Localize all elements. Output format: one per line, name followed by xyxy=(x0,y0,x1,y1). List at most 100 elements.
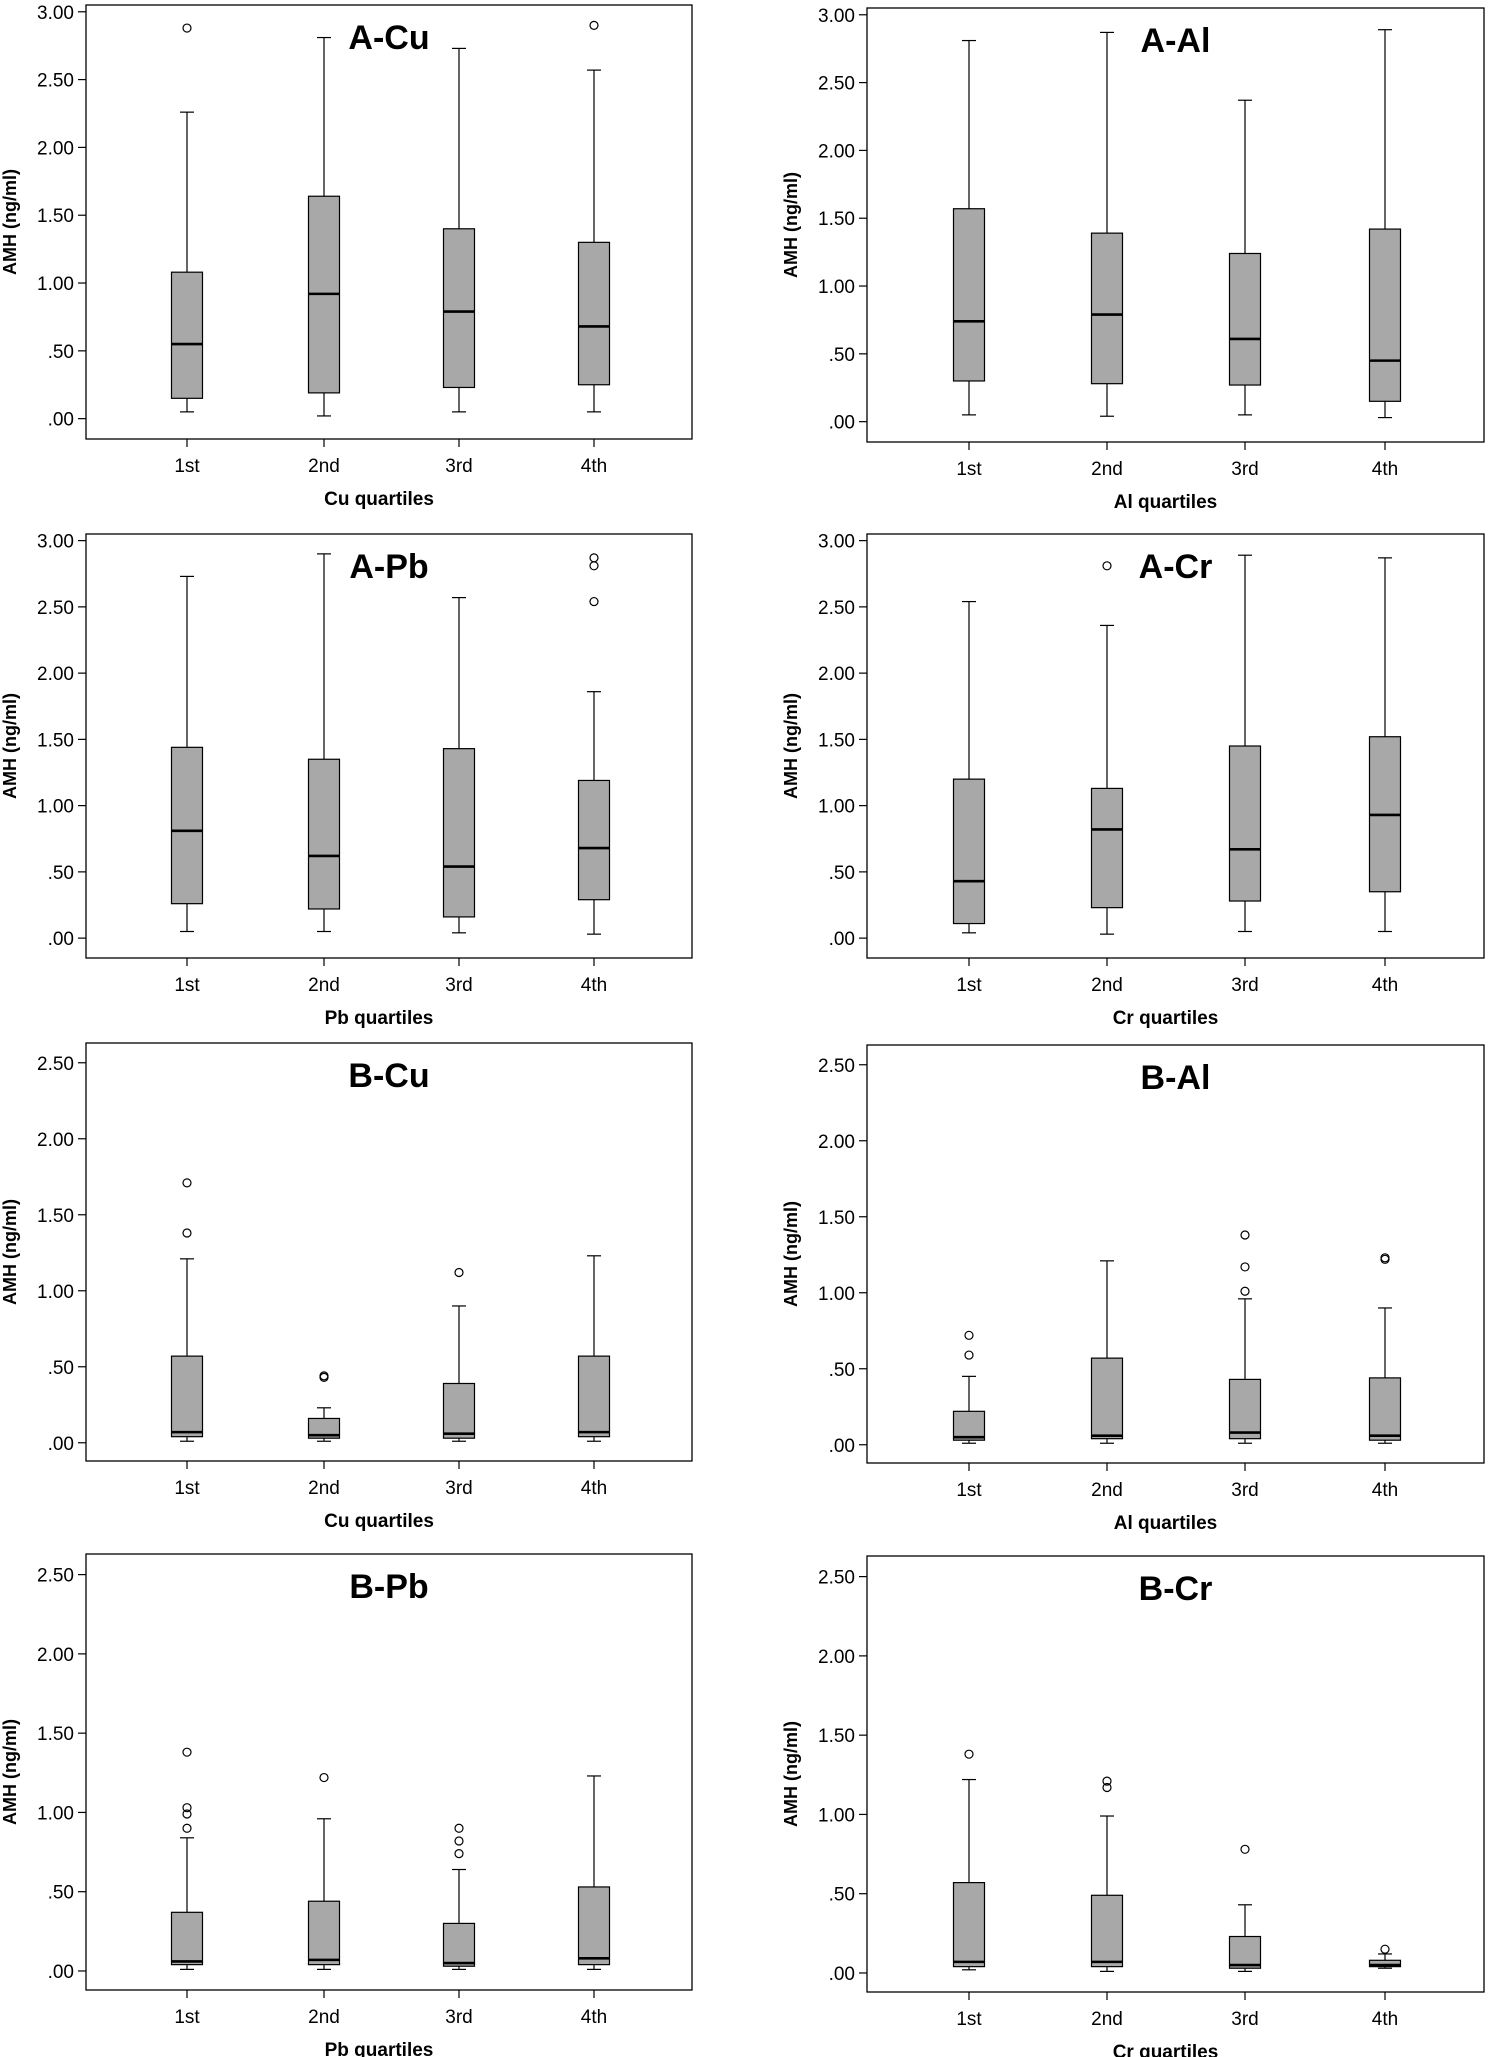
y-axis-label: AMH (ng/ml) xyxy=(781,693,801,799)
y-tick-label: .50 xyxy=(48,342,74,363)
box-4th xyxy=(1368,1944,1402,1969)
chart-title: A-Al xyxy=(1141,22,1211,60)
iqr-box xyxy=(952,778,986,925)
y-tick-label: 3.00 xyxy=(818,6,855,27)
box-4th xyxy=(577,1775,611,1970)
y-tick-label: 3.00 xyxy=(818,532,855,553)
y-tick-label: 1.00 xyxy=(37,1282,74,1303)
x-tick-label: 1st xyxy=(956,975,982,996)
box-1st xyxy=(170,1747,204,1970)
iqr-box xyxy=(170,1911,204,1966)
box-1st xyxy=(952,39,986,416)
y-tick-label: 2.00 xyxy=(818,664,855,685)
y-tick-label: 2.00 xyxy=(818,1647,855,1668)
outlier-point xyxy=(1380,1944,1390,1954)
box-3rd xyxy=(442,47,476,413)
x-tick-label: 3rd xyxy=(1231,2009,1258,2030)
iqr-box xyxy=(170,1355,204,1438)
box-3rd xyxy=(1228,554,1262,933)
outlier-point xyxy=(182,1809,192,1819)
chart-panel-b-al: .00 .50 1.00 1.50 2.00 2.50 AMH (ng/ml) B-Al 1st… xyxy=(781,1044,1485,1534)
x-tick-label: 3rd xyxy=(445,456,472,477)
x-axis-label: Cr quartiles xyxy=(1113,2042,1219,2057)
x-tick-label: 2nd xyxy=(1091,1480,1123,1501)
plot-frame xyxy=(85,4,693,440)
chart-title: A-Cu xyxy=(348,19,429,57)
iqr-box xyxy=(1228,252,1262,386)
chart-panel-a-cu: .00 .50 1.00 1.50 2.00 2.50 3.00 AMH (ng/ml) A-C… xyxy=(0,3,693,510)
outlier-point xyxy=(1102,1776,1112,1786)
outlier-point xyxy=(964,1330,974,1340)
y-tick-label: .00 xyxy=(48,929,74,950)
x-tick-label: 4th xyxy=(1372,975,1398,996)
x-tick-label: 4th xyxy=(581,975,607,996)
x-tick-label: 3rd xyxy=(1231,975,1258,996)
y-tick-label: 1.00 xyxy=(37,797,74,818)
y-tick-label: .00 xyxy=(829,1964,855,1985)
y-tick-label: 1.00 xyxy=(818,277,855,298)
y-tick-label: .00 xyxy=(48,1962,74,1983)
plot-frame xyxy=(866,7,1485,443)
y-tick-label: 2.50 xyxy=(818,598,855,619)
box-4th xyxy=(1368,1253,1402,1444)
y-tick-label: 2.00 xyxy=(37,664,74,685)
iqr-box xyxy=(1090,232,1124,385)
iqr-box xyxy=(952,208,986,382)
box-1st xyxy=(170,1178,204,1442)
outlier-point xyxy=(964,1350,974,1360)
chart-title: B-Cu xyxy=(348,1057,429,1095)
box-3rd xyxy=(442,1823,476,1970)
box-2nd xyxy=(1090,561,1124,935)
x-tick-label: 3rd xyxy=(445,975,472,996)
y-tick-label: .50 xyxy=(48,863,74,884)
iqr-box xyxy=(307,1900,341,1966)
y-tick-label: 2.50 xyxy=(818,1056,855,1077)
chart-panel-a-al: .00 .50 1.00 1.50 2.00 2.50 3.00 AMH (ng/ml) A-A… xyxy=(781,6,1485,513)
x-tick-label: 2nd xyxy=(308,2007,340,2028)
outlier-point xyxy=(589,20,599,30)
iqr-box xyxy=(1228,1378,1262,1440)
box-4th xyxy=(1368,29,1402,419)
y-tick-label: .50 xyxy=(829,345,855,366)
box-1st xyxy=(952,1330,986,1444)
y-axis-label: AMH (ng/ml) xyxy=(781,172,801,278)
y-tick-label: 3.00 xyxy=(37,532,74,553)
x-axis-label: Pb quartiles xyxy=(325,1008,434,1029)
chart-title: A-Cr xyxy=(1139,548,1213,586)
y-tick-label: 2.50 xyxy=(37,1054,74,1075)
box-2nd xyxy=(1090,31,1124,417)
x-tick-label: 2nd xyxy=(1091,459,1123,480)
iqr-box xyxy=(1090,787,1124,909)
y-tick-label: 1.50 xyxy=(818,730,855,751)
iqr-box xyxy=(952,1882,986,1968)
y-tick-label: 1.00 xyxy=(818,797,855,818)
chart-panel-b-cu: .00 .50 1.00 1.50 2.00 2.50 AMH (ng/ml) B-Cu 1st… xyxy=(0,1042,693,1532)
iqr-box xyxy=(307,1417,341,1439)
y-axis-label: AMH (ng/ml) xyxy=(0,1719,20,1825)
y-tick-label: 1.50 xyxy=(37,730,74,751)
outlier-point xyxy=(589,561,599,571)
iqr-box xyxy=(952,1410,986,1441)
y-tick-label: 1.00 xyxy=(37,274,74,295)
box-2nd xyxy=(307,1772,341,1970)
x-axis-label: Cu quartiles xyxy=(324,1511,434,1532)
y-tick-label: 2.50 xyxy=(818,1568,855,1589)
outlier-point xyxy=(1102,561,1112,571)
box-2nd xyxy=(307,1371,341,1442)
y-tick-label: 1.50 xyxy=(818,1208,855,1229)
y-tick-label: 2.00 xyxy=(37,138,74,159)
iqr-box xyxy=(1228,1935,1262,1969)
iqr-box xyxy=(442,228,476,389)
chart-panel-b-cr: .00 .50 1.00 1.50 2.00 2.50 AMH (ng/ml) B-Cr 1st… xyxy=(781,1555,1485,2057)
y-tick-label: 3.00 xyxy=(37,3,74,24)
y-tick-label: .00 xyxy=(829,413,855,434)
iqr-box xyxy=(170,271,204,399)
outlier-point xyxy=(1380,1253,1390,1263)
iqr-box xyxy=(307,758,341,910)
outlier-point xyxy=(182,1803,192,1813)
x-axis-label: Cu quartiles xyxy=(324,489,434,510)
iqr-box xyxy=(577,779,611,901)
y-tick-label: 2.50 xyxy=(37,1566,74,1587)
plot-frame xyxy=(85,533,693,959)
